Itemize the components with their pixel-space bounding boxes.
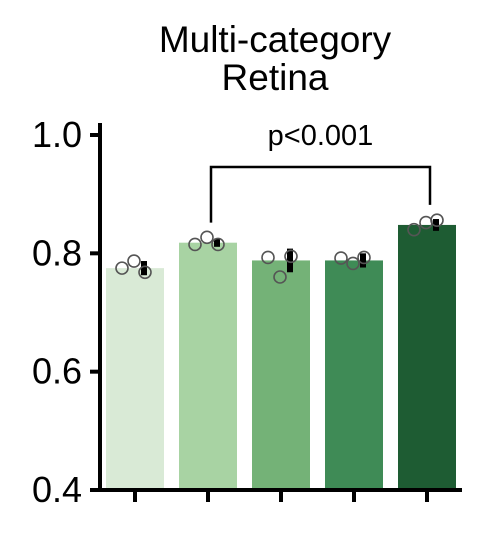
title-line: Multi-category (159, 19, 392, 60)
y-tick-label: 0.8 (32, 232, 82, 273)
data-point (284, 249, 298, 264)
bar (252, 260, 310, 490)
p-value-label: p<0.001 (268, 120, 374, 152)
data-points (115, 213, 444, 284)
error-bars (141, 219, 439, 276)
bar (398, 224, 456, 490)
data-point (407, 222, 421, 237)
data-point (127, 254, 141, 268)
data-point (430, 213, 444, 227)
data-point (200, 230, 214, 245)
bar (325, 260, 383, 490)
title-line: Retina (222, 57, 329, 98)
data-point (334, 251, 348, 265)
data-point (138, 265, 152, 280)
y-tick-label: 1.0 (32, 114, 82, 155)
data-point (115, 261, 129, 275)
bar (179, 242, 237, 490)
y-tick-label: 0.4 (32, 469, 82, 510)
significance-bracket (209, 165, 432, 223)
data-point (211, 237, 225, 252)
bars (106, 224, 456, 490)
bar (106, 268, 164, 490)
axes: 0.4 0.6 0.8 1.0 (32, 114, 462, 510)
data-point (357, 250, 371, 265)
y-tick-label: 0.6 (32, 351, 82, 392)
data-point (346, 256, 360, 271)
data-point (188, 237, 202, 252)
significance-annotation: p<0.001 (209, 120, 432, 223)
data-point (261, 250, 275, 265)
data-point (273, 270, 287, 284)
